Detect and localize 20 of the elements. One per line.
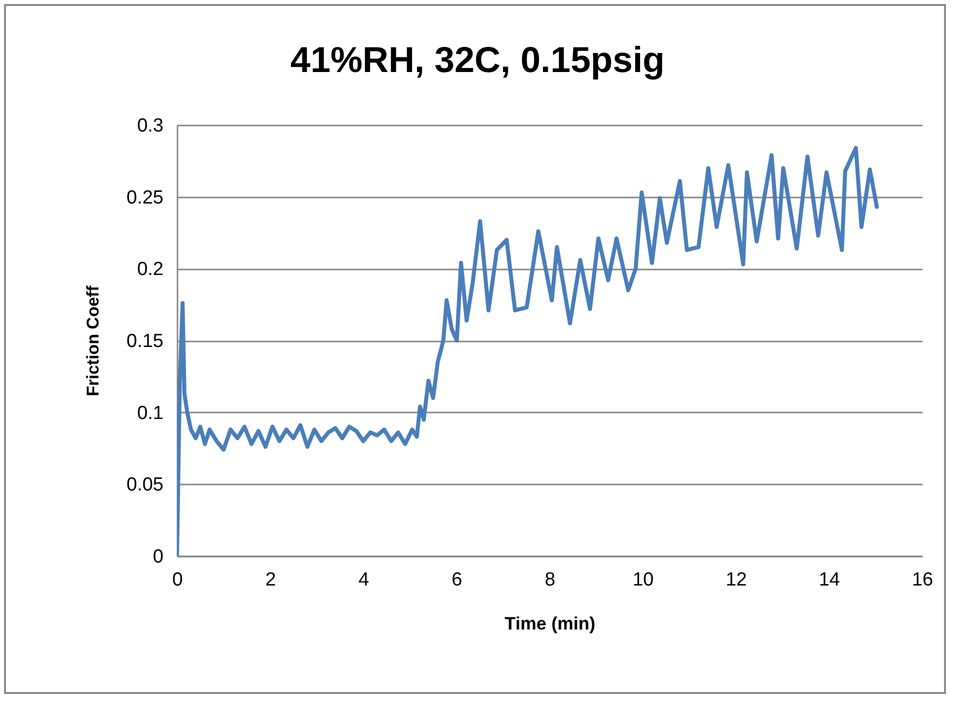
y-tick-label: 0.15 [126, 331, 164, 352]
chart-title: 41%RH, 32C, 0.15psig [290, 39, 665, 80]
y-axis-title: Friction Coeff [84, 285, 103, 396]
x-tick-label: 2 [265, 570, 276, 590]
y-tick-label: 0 [152, 546, 164, 568]
y-tick-label: 0.2 [137, 259, 164, 280]
x-tick-label: 0 [172, 570, 183, 590]
line-series [177, 146, 879, 556]
x-tick-label: 10 [632, 570, 654, 590]
y-tick-label: 0.1 [137, 402, 164, 424]
x-axis-title: Time (min) [504, 614, 596, 634]
x-tick-label: 12 [726, 570, 747, 590]
y-tick-label: 0.05 [126, 474, 164, 496]
x-tick-label: 14 [818, 570, 840, 590]
y-tick-label: 0.25 [126, 187, 164, 208]
x-tick-label: 16 [912, 570, 934, 590]
y-tick-label: 0.3 [137, 116, 164, 136]
x-tick-label: 6 [452, 570, 462, 590]
x-tick-label: 4 [358, 570, 370, 590]
x-tick-label: 8 [544, 570, 556, 590]
